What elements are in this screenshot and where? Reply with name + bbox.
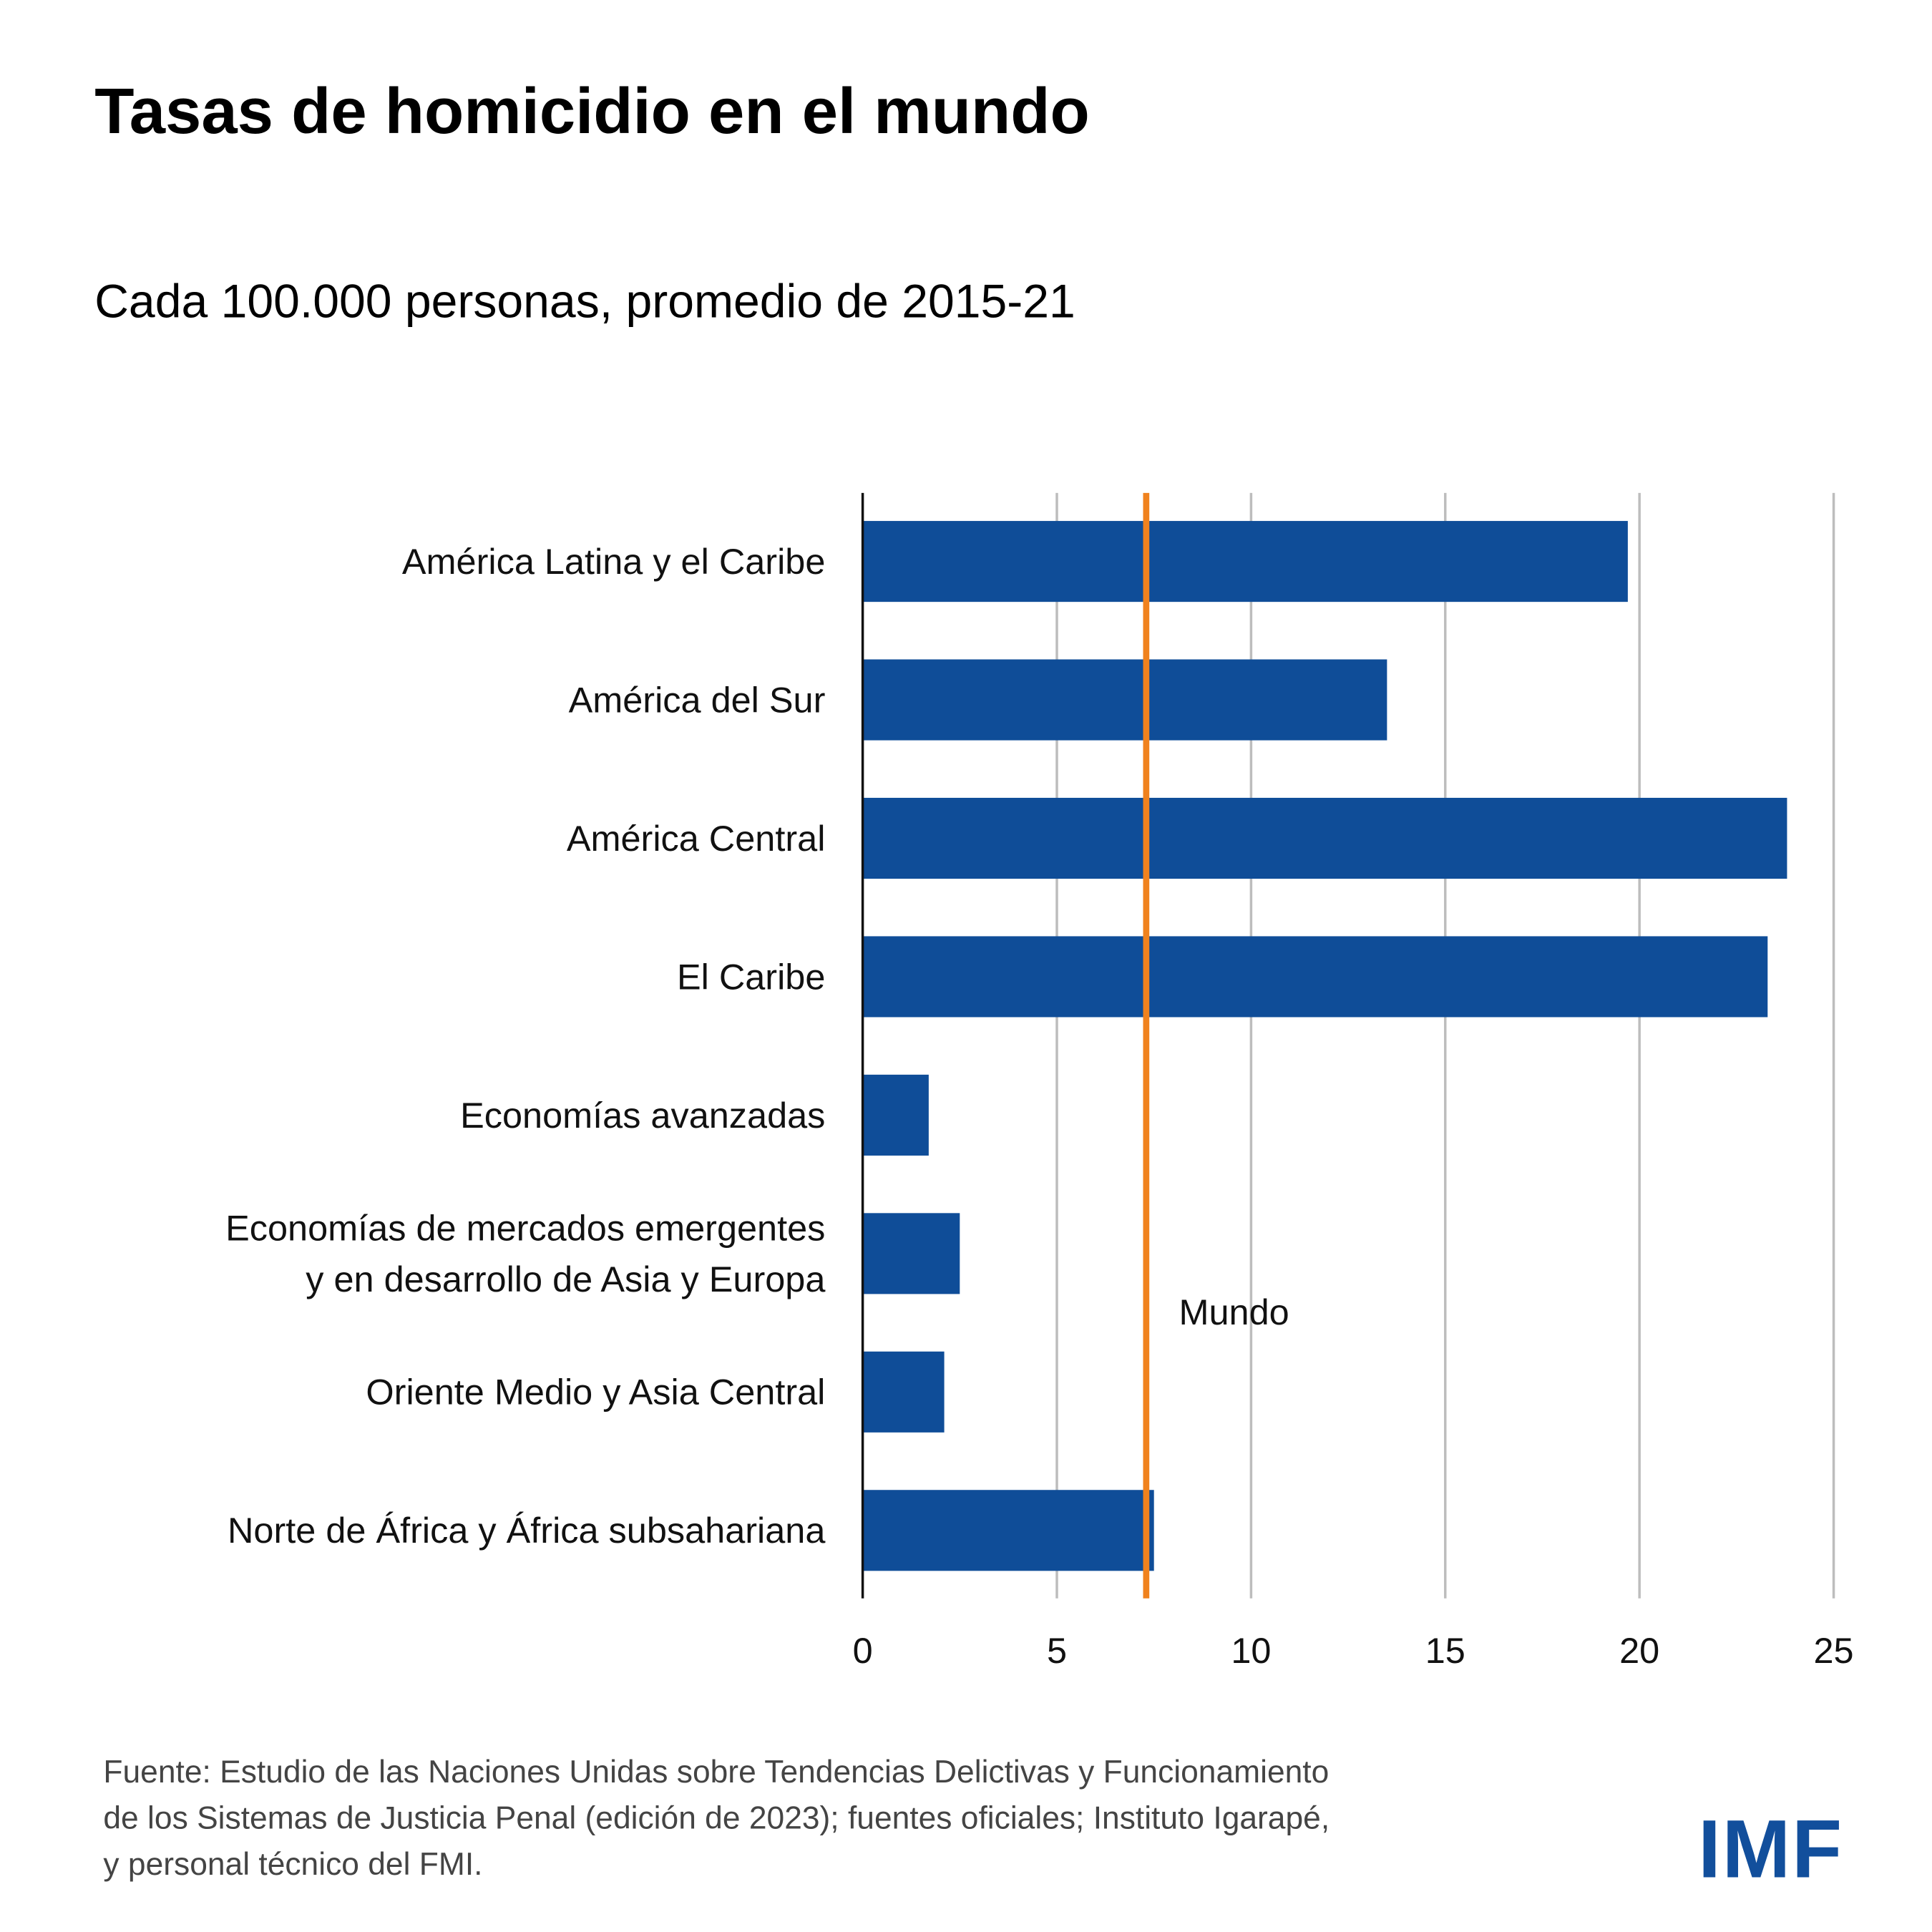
category-label: América Latina y el Caribe — [402, 541, 826, 582]
bar — [862, 936, 1768, 1018]
source-line: Fuente: Estudio de las Naciones Unidas s… — [103, 1755, 1329, 1790]
category-label: y en desarrollo de Asia y Europa — [306, 1259, 826, 1299]
x-tick-label: 10 — [1231, 1630, 1271, 1671]
imf-logo: IMF — [1698, 1803, 1843, 1895]
category-label: Oriente Medio y Asia Central — [366, 1372, 825, 1413]
bar — [862, 797, 1787, 879]
x-tick-label: 25 — [1814, 1630, 1854, 1671]
source-note: Fuente: Estudio de las Naciones Unidas s… — [103, 1755, 1330, 1882]
category-label: Norte de África y África subsahariana — [228, 1510, 826, 1551]
x-tick-label: 20 — [1619, 1630, 1659, 1671]
x-tick-label: 0 — [853, 1630, 873, 1671]
category-label: El Caribe — [677, 956, 825, 997]
plot-area: 0 5 10 15 20 25 América Latina y el Caribe Amér… — [225, 492, 1854, 1671]
x-tick-label: 5 — [1047, 1630, 1067, 1671]
bar — [862, 1213, 960, 1294]
bar — [862, 1074, 929, 1156]
chart-title: Tasas de homicidio en el mundo — [94, 75, 1090, 147]
bar — [862, 1490, 1154, 1571]
category-label: América Central — [567, 818, 826, 859]
category-label: Economías de mercados emergentes — [225, 1208, 825, 1249]
bar — [862, 659, 1387, 741]
source-line: y personal técnico del FMI. — [103, 1847, 482, 1882]
bar — [862, 521, 1628, 602]
category-label: América del Sur — [569, 679, 826, 720]
bar — [862, 1351, 945, 1433]
x-tick-label: 15 — [1425, 1630, 1465, 1671]
world-reference-label: Mundo — [1179, 1292, 1289, 1332]
source-line: de los Sistemas de Justicia Penal (edici… — [103, 1801, 1330, 1836]
category-label: Economías avanzadas — [460, 1095, 825, 1136]
chart-subtitle: Cada 100.000 personas, promedio de 2015-… — [94, 275, 1075, 328]
